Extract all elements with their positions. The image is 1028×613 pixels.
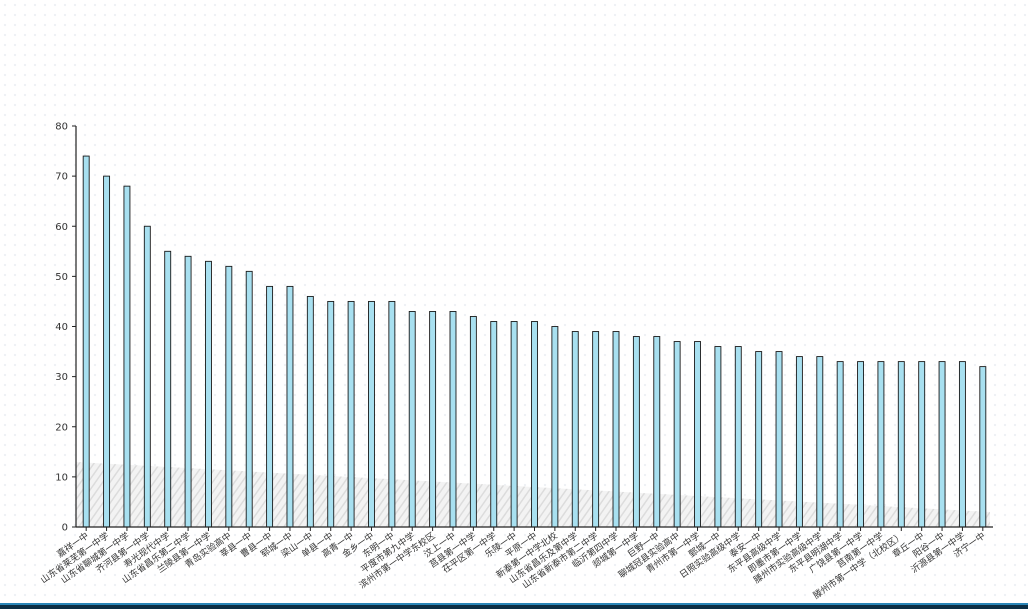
bar	[836, 361, 844, 528]
y-tick-label: 50	[55, 272, 68, 283]
bar	[592, 331, 600, 528]
bar	[755, 351, 763, 528]
bar	[245, 270, 253, 528]
y-axis: 0 10 20 30 40 50 60 70 80	[55, 122, 77, 534]
bar	[469, 316, 477, 528]
bar	[734, 346, 742, 528]
bar	[205, 260, 212, 528]
y-tick-label: 0	[62, 523, 68, 534]
bar	[714, 346, 722, 528]
bar	[347, 300, 355, 528]
bar	[918, 361, 926, 528]
bar	[632, 336, 640, 528]
bar	[286, 285, 294, 528]
bar	[490, 321, 498, 528]
bar	[653, 336, 661, 528]
y-tick-label: 10	[55, 472, 68, 483]
bar	[877, 361, 885, 528]
bar	[82, 155, 90, 528]
bar	[327, 300, 335, 528]
bar	[816, 356, 824, 528]
bar	[694, 341, 701, 528]
y-tick-label: 80	[55, 122, 68, 133]
bar	[551, 326, 559, 528]
y-tick-label: 20	[55, 422, 68, 433]
bar	[388, 300, 396, 528]
bar	[979, 366, 987, 528]
y-tick-label: 30	[55, 372, 68, 383]
bar	[449, 311, 457, 528]
bar	[306, 295, 314, 528]
bar	[123, 185, 131, 528]
bar	[103, 175, 111, 528]
bar	[897, 361, 905, 528]
bar	[266, 285, 274, 528]
bar	[795, 356, 803, 528]
bar	[368, 300, 375, 528]
bar	[775, 351, 783, 528]
bar	[958, 361, 966, 528]
bottom-bar	[0, 603, 1028, 609]
bar	[857, 361, 864, 528]
bar	[531, 321, 538, 528]
y-tick-label: 70	[55, 172, 68, 183]
bar	[429, 311, 437, 528]
bar	[673, 341, 681, 528]
bar	[184, 255, 192, 528]
bar	[510, 321, 518, 528]
bar	[938, 361, 946, 528]
bar	[143, 225, 151, 528]
bar	[612, 331, 620, 528]
bar	[164, 250, 172, 528]
y-tick-label: 40	[55, 322, 68, 333]
y-tick-label: 60	[55, 222, 68, 233]
bar	[225, 265, 233, 528]
bar	[571, 331, 579, 528]
bar	[408, 311, 416, 528]
x-axis: 嘉祥一中山东省莱芜第一中学山东省聊城第一中学齐河县第一中学寿光现代中学山东省昌乐…	[38, 526, 993, 601]
